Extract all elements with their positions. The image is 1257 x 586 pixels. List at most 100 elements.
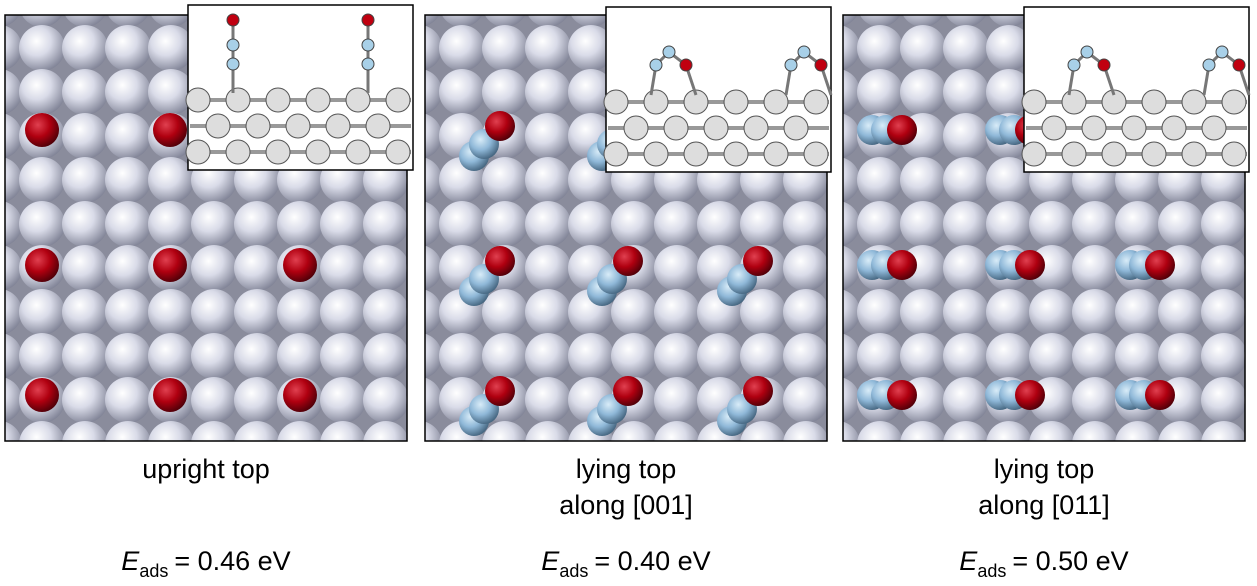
atom <box>943 25 989 71</box>
atom <box>1015 250 1045 280</box>
atom <box>1068 59 1080 71</box>
atom <box>482 201 528 247</box>
atom <box>785 59 797 71</box>
energy-value: = 0.40 eV <box>594 546 710 576</box>
atom <box>366 114 390 138</box>
atom <box>62 421 108 467</box>
energy-symbol: E <box>121 546 140 576</box>
atom <box>320 201 366 247</box>
atom <box>362 58 374 70</box>
atom <box>1115 201 1161 247</box>
atom <box>783 421 829 467</box>
atom <box>644 142 668 166</box>
atom <box>943 157 989 203</box>
atom <box>943 377 989 423</box>
atom <box>485 111 515 141</box>
atom <box>320 421 366 467</box>
atom <box>1244 289 1257 335</box>
atom <box>568 333 614 379</box>
atom <box>1158 333 1204 379</box>
atom <box>105 113 151 159</box>
atom <box>1072 333 1118 379</box>
atom <box>943 113 989 159</box>
atom <box>386 140 410 164</box>
atom <box>525 69 571 115</box>
atom <box>1102 142 1126 166</box>
atom <box>62 333 108 379</box>
atom <box>740 289 786 335</box>
atom <box>1216 46 1228 58</box>
atom <box>783 245 829 291</box>
atom <box>525 25 571 71</box>
atom <box>1082 116 1106 140</box>
atom <box>1145 380 1175 410</box>
caption-line: along [011] <box>978 490 1110 520</box>
atom <box>439 333 485 379</box>
atom <box>62 157 108 203</box>
atom <box>1098 59 1110 71</box>
atom <box>362 14 374 26</box>
atom <box>1162 116 1186 140</box>
atom <box>153 113 187 147</box>
atom <box>1015 380 1045 410</box>
atom <box>1201 333 1247 379</box>
atom <box>568 201 614 247</box>
energy-symbol: E <box>959 546 978 576</box>
atom <box>804 142 828 166</box>
atom <box>604 90 628 114</box>
atom <box>226 140 250 164</box>
atom <box>62 113 108 159</box>
atom <box>206 114 230 138</box>
atom <box>1201 201 1247 247</box>
atom <box>783 333 829 379</box>
atom <box>277 421 323 467</box>
atom <box>857 157 903 203</box>
atom <box>744 116 768 140</box>
atom <box>277 333 323 379</box>
atom <box>19 69 65 115</box>
energy-subscript: ads <box>977 561 1006 581</box>
atom <box>148 157 194 203</box>
atom <box>277 201 323 247</box>
atom <box>191 245 237 291</box>
atom <box>887 115 917 145</box>
atom <box>105 25 151 71</box>
atom <box>1244 377 1257 423</box>
atom <box>363 201 409 247</box>
atom <box>525 113 571 159</box>
atom <box>148 25 194 71</box>
atom <box>19 289 65 335</box>
side-view-inset <box>604 7 831 172</box>
atom <box>900 69 946 115</box>
atom <box>148 201 194 247</box>
atom <box>943 201 989 247</box>
atom <box>25 248 59 282</box>
atom <box>19 421 65 467</box>
atom <box>1029 333 1075 379</box>
atom <box>613 376 643 406</box>
atom <box>611 289 657 335</box>
atom <box>306 140 330 164</box>
atom <box>148 289 194 335</box>
atom <box>227 39 239 51</box>
atom <box>186 140 210 164</box>
atom <box>654 289 700 335</box>
atom <box>105 289 151 335</box>
atom <box>1244 245 1257 291</box>
atom <box>153 378 187 412</box>
inset-bg <box>188 5 413 170</box>
atom <box>1202 116 1226 140</box>
atom <box>362 39 374 51</box>
atom <box>857 201 903 247</box>
atom <box>283 378 317 412</box>
side-view-inset <box>1022 7 1249 172</box>
caption-line: upright top <box>142 454 270 484</box>
atom <box>650 59 662 71</box>
atom <box>482 289 528 335</box>
atom <box>439 69 485 115</box>
atom <box>1029 289 1075 335</box>
atom <box>62 245 108 291</box>
atom <box>986 289 1032 335</box>
atom <box>25 113 59 147</box>
atom <box>604 142 628 166</box>
